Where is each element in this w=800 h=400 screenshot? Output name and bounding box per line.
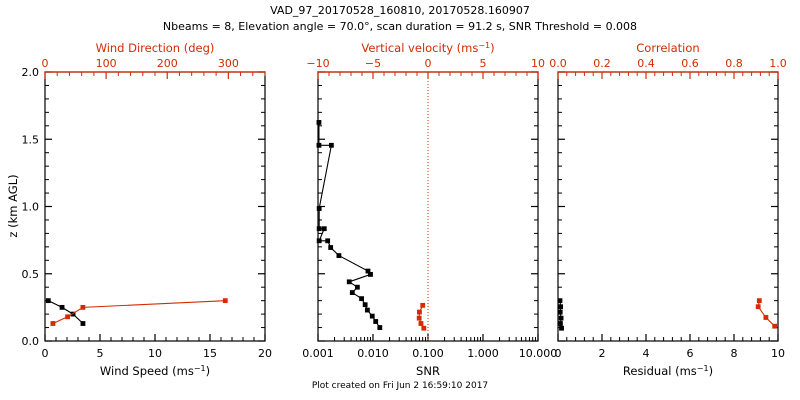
plot-created-footer: Plot created on Fri Jun 2 16:59:10 2017 xyxy=(311,381,489,391)
series-line-correlation xyxy=(757,300,776,327)
y-tick-label: 0.0 xyxy=(22,335,40,348)
page-title: VAD_97_20170528_160810, 20170528.160907 xyxy=(270,4,530,17)
data-point-snr xyxy=(364,307,370,313)
x-tick-label: 0.100 xyxy=(412,347,444,360)
data-point-snr xyxy=(346,279,352,285)
top-axis-title: Wind Direction (deg) xyxy=(96,41,215,55)
series-line-wind-direction xyxy=(52,300,226,325)
data-point-snr xyxy=(377,325,383,330)
data-point-wind-direction xyxy=(222,298,228,304)
top-x-tick-label: 5 xyxy=(480,57,487,70)
top-x-tick-label: −10 xyxy=(306,57,329,70)
data-point-residual xyxy=(557,298,563,304)
top-x-tick-label: 200 xyxy=(157,57,178,70)
y-tick-label: 1.5 xyxy=(22,133,40,146)
data-point-vertical-velocity xyxy=(420,302,426,308)
x-tick-label: 4 xyxy=(643,347,650,360)
data-point-snr xyxy=(354,284,360,290)
data-point-residual xyxy=(557,309,563,315)
data-point-vertical-velocity xyxy=(417,309,422,315)
x-tick-label: 0 xyxy=(555,347,562,360)
data-point-vertical-velocity xyxy=(421,325,427,331)
x-tick-label: 1.000 xyxy=(467,347,499,360)
top-x-tick-label: 0.8 xyxy=(725,57,743,70)
data-point-snr xyxy=(325,238,331,244)
data-point-snr xyxy=(336,253,342,258)
x-tick-label: 10.000 xyxy=(519,347,558,360)
data-point-correlation xyxy=(763,315,769,320)
data-point-correlation xyxy=(772,323,778,329)
data-point-residual xyxy=(558,304,564,310)
data-point-vertical-velocity xyxy=(416,315,422,321)
data-point-snr xyxy=(321,226,327,232)
panel-residual-frame xyxy=(557,71,779,342)
series-line-snr xyxy=(318,122,381,328)
top-x-tick-label: 0 xyxy=(42,57,49,70)
top-x-tick-label: 0.4 xyxy=(637,57,655,70)
x-tick-label: 5 xyxy=(97,347,104,360)
top-axis-title: Correlation xyxy=(636,41,699,55)
data-point-vertical-velocity xyxy=(418,321,424,326)
data-point-snr xyxy=(365,268,371,274)
data-point-snr xyxy=(316,206,322,211)
y-tick-label: 1.0 xyxy=(22,201,40,214)
top-x-tick-label: 0.6 xyxy=(681,57,699,70)
x-tick-label: 2 xyxy=(599,347,606,360)
data-point-snr xyxy=(349,290,355,295)
x-tick-label: 0 xyxy=(42,347,49,360)
x-tick-label: 0.010 xyxy=(357,347,389,360)
x-axis-title: Wind Speed (ms−1) xyxy=(100,364,210,378)
data-point-wind-direction xyxy=(65,314,71,320)
x-tick-label: 6 xyxy=(687,347,694,360)
top-x-tick-label: 1.0 xyxy=(769,57,787,70)
x-axis-title: Residual (ms−1) xyxy=(623,364,713,378)
plot-subtitle: Nbeams = 8, Elevation angle = 70.0°, sca… xyxy=(162,20,638,33)
data-point-correlation xyxy=(756,298,762,304)
x-axis-title: SNR xyxy=(416,364,440,378)
data-point-wind-direction xyxy=(80,304,86,310)
y-axis-title: z (km AGL) xyxy=(6,174,20,237)
data-point-residual xyxy=(558,315,564,321)
series-line-wind-speed xyxy=(48,300,84,324)
y-tick-label: 2.0 xyxy=(22,66,40,79)
x-tick-label: 15 xyxy=(203,347,217,360)
top-x-tick-label: 0 xyxy=(425,57,432,70)
top-x-tick-label: 0.2 xyxy=(593,57,611,70)
data-point-snr xyxy=(373,319,379,324)
data-point-correlation xyxy=(755,304,761,310)
x-tick-label: 10 xyxy=(771,347,785,360)
data-point-wind-speed xyxy=(45,298,51,304)
data-point-residual xyxy=(559,325,564,331)
data-point-snr xyxy=(316,238,322,244)
x-tick-label: 8 xyxy=(731,347,738,360)
top-x-tick-label: −5 xyxy=(365,57,381,70)
data-point-snr xyxy=(369,313,375,319)
top-x-tick-label: 100 xyxy=(96,57,117,70)
data-point-snr xyxy=(316,226,322,232)
top-x-tick-label: 10 xyxy=(531,57,545,70)
data-point-snr xyxy=(368,272,373,277)
data-point-wind-direction xyxy=(50,321,56,326)
top-x-tick-label: 300 xyxy=(218,57,239,70)
x-tick-label: 0.001 xyxy=(302,347,334,360)
top-x-tick-label: 0.0 xyxy=(549,57,567,70)
x-tick-label: 20 xyxy=(258,347,272,360)
data-point-snr xyxy=(316,120,322,125)
x-tick-label: 10 xyxy=(148,347,162,360)
data-point-snr xyxy=(328,142,334,148)
data-point-snr xyxy=(359,296,364,302)
data-point-snr xyxy=(362,302,368,308)
data-point-snr xyxy=(316,142,322,148)
data-point-wind-speed xyxy=(59,304,65,310)
panel-wind-frame xyxy=(44,71,266,342)
data-point-wind-speed xyxy=(80,321,86,326)
data-point-residual xyxy=(558,321,563,326)
top-axis-title: Vertical velocity (ms−1) xyxy=(361,41,494,55)
y-tick-label: 0.5 xyxy=(22,268,40,281)
data-point-snr xyxy=(328,245,334,250)
